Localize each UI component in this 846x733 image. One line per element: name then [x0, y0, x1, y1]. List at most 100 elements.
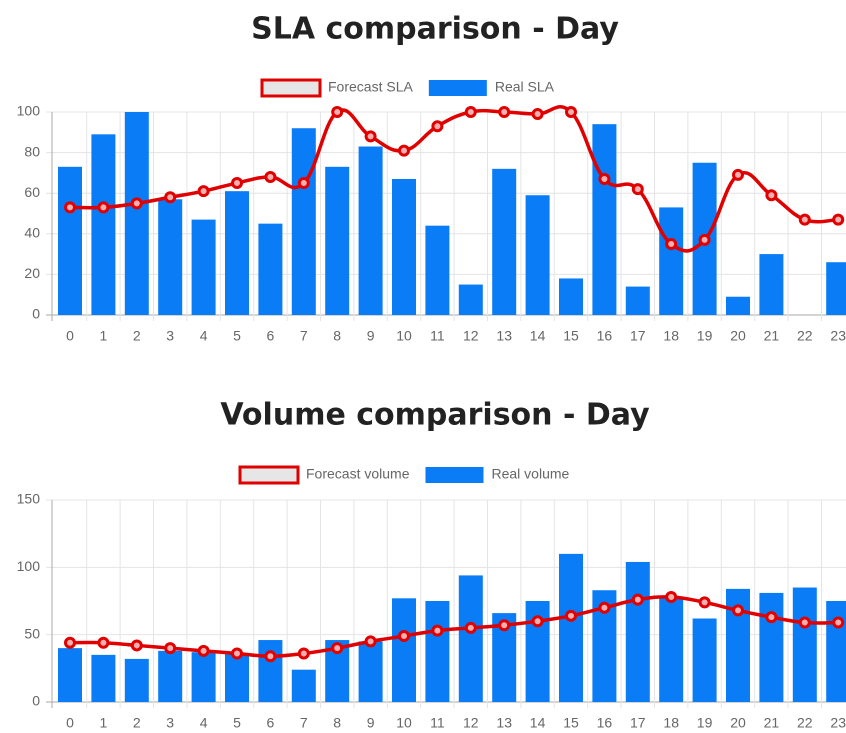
x-tick-label: 4	[200, 715, 208, 731]
point	[531, 108, 544, 121]
legend-label: Real SLA	[495, 79, 555, 95]
point	[97, 636, 110, 649]
bar	[191, 652, 216, 702]
bar	[826, 601, 846, 702]
point	[698, 596, 711, 609]
point	[297, 647, 310, 660]
point	[264, 170, 277, 183]
bar	[258, 640, 283, 702]
x-tick-label: 1	[100, 328, 108, 344]
point	[665, 237, 678, 250]
point	[732, 168, 744, 181]
chart-title: SLA comparison - Day	[251, 12, 619, 47]
bar	[692, 618, 717, 702]
x-tick-label: 3	[166, 715, 174, 731]
point	[64, 201, 76, 214]
bar	[392, 178, 416, 315]
x-tick-label: 0	[66, 715, 74, 731]
bar	[91, 134, 116, 315]
x-tick-label: 18	[663, 328, 679, 344]
point	[798, 213, 811, 226]
point	[398, 144, 410, 157]
x-tick-label: 21	[764, 715, 780, 731]
legend-label: Forecast SLA	[328, 79, 413, 95]
point	[464, 621, 477, 634]
bar	[659, 596, 684, 702]
point	[498, 619, 511, 632]
bar	[458, 284, 483, 315]
point	[765, 611, 778, 624]
chart-title: Volume comparison - Day	[220, 398, 650, 433]
bar	[58, 166, 82, 315]
point	[832, 616, 845, 629]
bar	[58, 648, 82, 702]
bar	[158, 199, 183, 315]
bar	[625, 286, 650, 315]
x-tick-label: 16	[597, 328, 613, 344]
point	[698, 233, 711, 246]
point	[665, 590, 678, 603]
point	[231, 177, 243, 190]
bar	[124, 658, 149, 702]
x-tick-label: 22	[797, 715, 813, 731]
bar	[124, 112, 149, 315]
x-tick-label: 0	[66, 328, 74, 344]
x-tick-label: 10	[396, 715, 412, 731]
bar	[158, 650, 183, 702]
point	[464, 106, 477, 118]
point	[565, 106, 577, 118]
legend-swatch	[428, 80, 487, 96]
y-tick-label: 60	[24, 184, 40, 200]
point	[631, 183, 644, 196]
x-tick-label: 14	[530, 715, 546, 731]
legend-swatch	[260, 78, 322, 98]
legend-label: Real volume	[491, 466, 569, 482]
legend-swatch	[425, 467, 484, 483]
x-tick-label: 20	[730, 715, 746, 731]
bar	[492, 168, 517, 315]
legend-swatch	[238, 465, 300, 485]
legend-label: Forecast volume	[306, 466, 410, 482]
x-tick-label: 19	[697, 328, 713, 344]
point	[765, 189, 778, 202]
bar	[291, 669, 316, 702]
x-tick-label: 7	[300, 328, 308, 344]
bar	[625, 561, 650, 702]
point	[331, 106, 344, 118]
bar	[659, 207, 684, 315]
x-tick-label: 4	[200, 328, 208, 344]
x-tick-label: 5	[233, 715, 241, 731]
point	[798, 616, 811, 629]
x-tick-label: 15	[563, 715, 579, 731]
bar	[225, 191, 249, 315]
x-tick-label: 23	[830, 715, 846, 731]
x-tick-label: 17	[630, 328, 646, 344]
bar	[792, 587, 817, 702]
bar	[559, 278, 583, 315]
bar	[826, 262, 846, 315]
x-tick-label: 16	[597, 715, 613, 731]
y-tick-label: 20	[24, 265, 40, 281]
point	[231, 647, 243, 660]
x-tick-label: 23	[830, 328, 846, 344]
x-tick-label: 9	[367, 328, 375, 344]
x-tick-label: 20	[730, 328, 746, 344]
point	[364, 130, 377, 143]
bar	[525, 195, 550, 315]
point	[64, 636, 76, 649]
y-tick-label: 150	[17, 491, 41, 507]
y-tick-label: 0	[32, 306, 40, 322]
point	[732, 604, 744, 617]
x-tick-label: 11	[430, 715, 445, 731]
point	[364, 635, 377, 648]
point	[598, 601, 611, 614]
point	[130, 639, 143, 652]
x-tick-label: 22	[797, 328, 813, 344]
point	[431, 624, 444, 637]
bar	[258, 223, 283, 315]
point	[431, 120, 444, 133]
x-tick-label: 21	[764, 328, 780, 344]
bar	[358, 146, 383, 315]
x-tick-label: 5	[233, 328, 241, 344]
